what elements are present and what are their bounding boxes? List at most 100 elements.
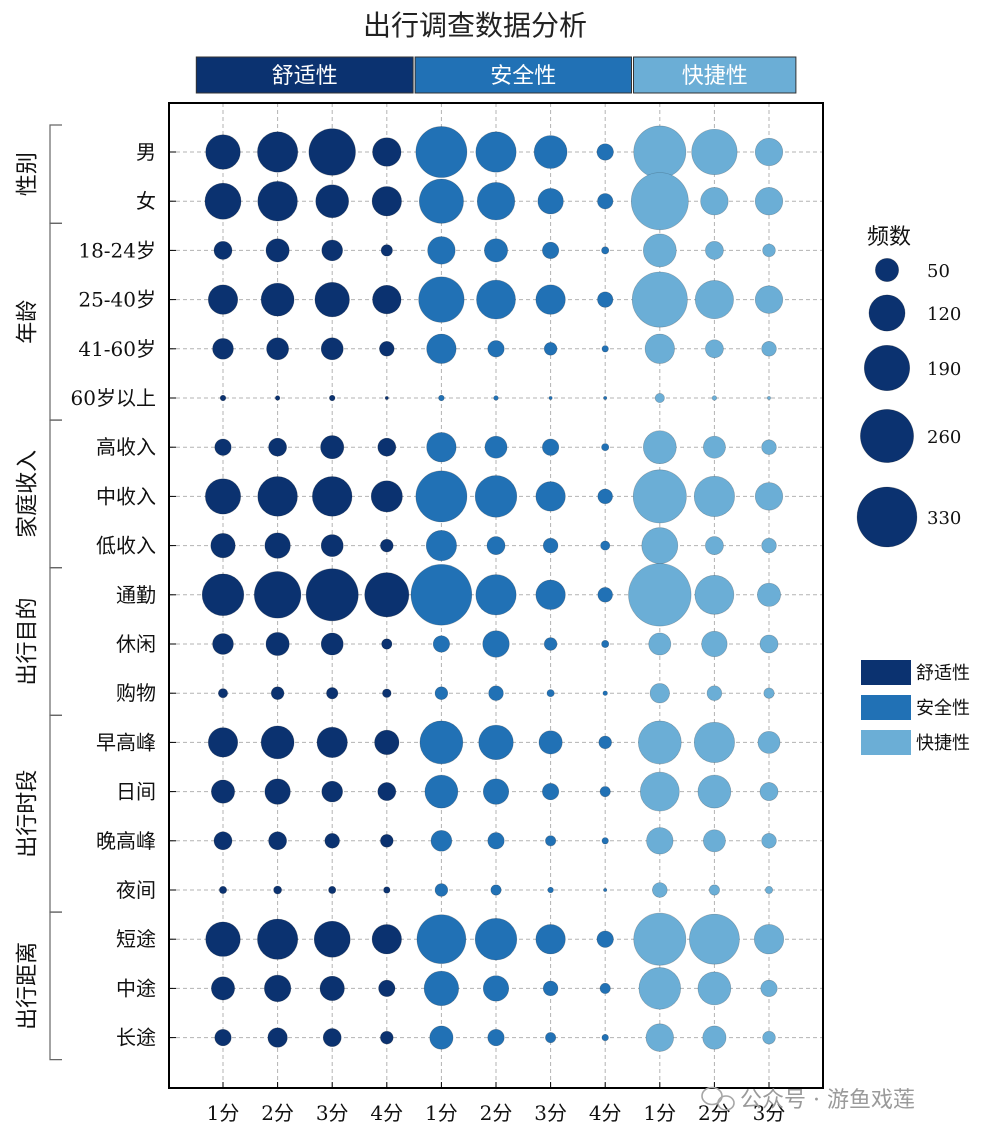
bubble [597, 193, 614, 210]
bubble [753, 924, 785, 955]
bubble [370, 480, 403, 513]
bubble [416, 914, 467, 964]
bubble [705, 241, 724, 260]
bubble [601, 640, 610, 648]
bubble [253, 571, 302, 619]
bubble [382, 688, 392, 698]
bubble [383, 886, 391, 894]
bubble [205, 478, 241, 515]
x-tick-label: 1分 [643, 1101, 676, 1125]
bubble [697, 774, 732, 809]
bubble [484, 435, 508, 459]
bubble [754, 482, 784, 511]
row-label: 购物 [116, 681, 156, 705]
bubble [268, 437, 287, 457]
bubble [689, 913, 740, 965]
bubble [697, 971, 732, 1006]
bubble [212, 633, 234, 655]
bubble [537, 188, 564, 215]
bubble [378, 979, 396, 997]
bubble [476, 279, 516, 320]
bubble [645, 1023, 674, 1052]
legend-swatch [861, 730, 911, 755]
category-label: 年龄 [16, 300, 41, 344]
bubble [542, 783, 560, 801]
bubble [264, 532, 291, 559]
x-tick-label: 2分 [480, 1101, 513, 1125]
bubble [597, 488, 613, 505]
x-tick-labels: 1分 2分 3分 4分 1分 2分 3分 4分 1分 2分 3分 [207, 1082, 785, 1125]
bubble [757, 731, 781, 754]
bubble [630, 172, 689, 231]
bubble [384, 396, 389, 400]
legend-swatch [861, 660, 911, 685]
bubble [637, 720, 682, 765]
bubble [759, 782, 779, 801]
bubble [218, 688, 228, 699]
bubble [543, 637, 558, 651]
row-label: 长途 [116, 1026, 156, 1050]
row-label: 18-24岁 [78, 238, 156, 262]
bubble [482, 778, 510, 805]
legend-series-label: 安全性 [916, 698, 970, 719]
bubble [693, 475, 735, 517]
group-headers: 舒适性 安全性 快捷性 [195, 56, 797, 94]
category-bracket [49, 222, 62, 421]
bubble [207, 284, 239, 315]
bubble [700, 187, 729, 216]
bubble [270, 686, 285, 700]
bubble [691, 128, 738, 176]
bubble [380, 834, 394, 848]
bubble [371, 924, 402, 955]
bubble [267, 1027, 288, 1048]
row-label: 60岁以上 [71, 386, 156, 410]
bubble [702, 1025, 727, 1050]
row-label: 休闲 [116, 632, 156, 656]
bubble [426, 333, 457, 364]
row-label: 41-60岁 [78, 337, 156, 361]
bubble [601, 246, 610, 255]
bubble [545, 1032, 557, 1044]
bubble [763, 687, 775, 699]
bubbles [201, 125, 785, 1052]
bubble [322, 1028, 342, 1047]
bubble [602, 690, 608, 696]
bubble [320, 632, 344, 656]
bubble [628, 563, 692, 627]
bubble [380, 244, 393, 257]
bubble [535, 284, 566, 315]
bubble [305, 568, 359, 622]
bubble [705, 339, 724, 359]
bubble [759, 634, 779, 654]
bubble [211, 976, 235, 1001]
bubble [703, 829, 726, 853]
legend-series-label: 舒适性 [916, 663, 970, 684]
watermark-text: 公众号 · 游鱼戏莲 [740, 1088, 915, 1113]
bubble [638, 967, 681, 1010]
bubble [374, 729, 400, 755]
category-label: 家庭收入 [16, 450, 41, 538]
bubble [264, 778, 291, 805]
category-bracket [49, 419, 62, 569]
bubble [425, 530, 457, 562]
bubble [205, 921, 241, 957]
category-bracket [49, 567, 62, 716]
legend-title: 频数 [867, 225, 911, 250]
bubble [273, 885, 282, 895]
bubble [380, 538, 394, 553]
bubble [423, 970, 460, 1007]
row-label: 25-40岁 [78, 288, 156, 312]
bubble [597, 291, 614, 308]
bubble [364, 572, 410, 618]
bubble [652, 882, 668, 898]
x-tick-label: 4分 [370, 1101, 403, 1125]
bubble [265, 632, 290, 656]
bubble [207, 727, 239, 758]
bubble [701, 630, 728, 658]
bubble [313, 920, 351, 958]
legend-size-label: 330 [927, 508, 961, 529]
bubble [484, 238, 508, 263]
bubble [760, 979, 778, 997]
x-tick-label: 3分 [316, 1101, 349, 1125]
